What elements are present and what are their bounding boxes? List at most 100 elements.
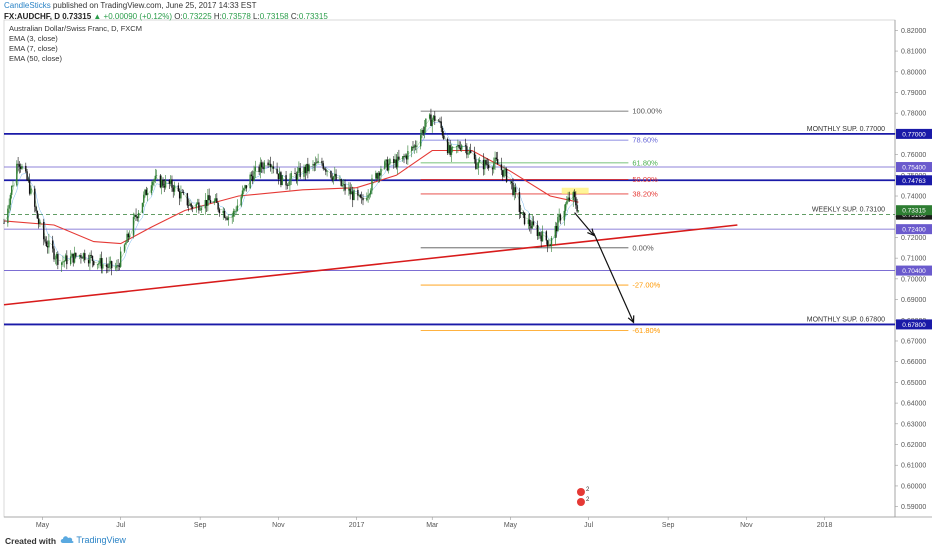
candle-body[interactable] <box>128 235 131 238</box>
candle-body[interactable] <box>323 168 326 170</box>
candle-body[interactable] <box>48 240 50 248</box>
candle-body[interactable] <box>204 199 206 209</box>
candle-body[interactable] <box>66 255 68 265</box>
candle-body[interactable] <box>450 147 453 155</box>
candle-body[interactable] <box>422 129 424 133</box>
price-axis[interactable]: 0.82000 0.81000 0.80000 0.79000 0.78000 0.770… <box>895 28 926 511</box>
candle-body[interactable] <box>467 153 469 155</box>
candle-body[interactable] <box>461 145 463 150</box>
projection-arrows[interactable] <box>574 212 635 324</box>
candle-body[interactable] <box>236 205 239 211</box>
candle-body[interactable] <box>226 218 228 220</box>
candle-body[interactable] <box>487 164 490 169</box>
candle-body[interactable] <box>109 261 112 264</box>
candle-body[interactable] <box>428 114 431 119</box>
candle-body[interactable] <box>43 221 45 240</box>
candle-body[interactable] <box>243 188 245 191</box>
highlight-zone[interactable] <box>561 187 589 194</box>
candle-body[interactable] <box>63 261 65 262</box>
author-link[interactable]: CandleSticks <box>4 1 51 10</box>
candle-body[interactable] <box>527 219 530 225</box>
candle-body[interactable] <box>78 255 81 257</box>
candle-body[interactable] <box>172 187 174 192</box>
candle-body[interactable] <box>153 180 155 182</box>
candle-body[interactable] <box>169 179 172 184</box>
candle-body[interactable] <box>412 146 414 148</box>
candle-body[interactable] <box>44 239 46 242</box>
candle-body[interactable] <box>295 174 298 180</box>
candle-body[interactable] <box>348 188 350 191</box>
candle-body[interactable] <box>443 135 445 139</box>
candle-body[interactable] <box>161 179 163 188</box>
candle-body[interactable] <box>73 252 76 263</box>
candle-body[interactable] <box>52 240 54 249</box>
candle-body[interactable] <box>289 178 291 186</box>
candle-body[interactable] <box>457 144 459 147</box>
candle-body[interactable] <box>394 159 396 164</box>
candle-body[interactable] <box>208 195 210 201</box>
candle-body[interactable] <box>325 169 327 172</box>
candle-body[interactable] <box>545 231 548 241</box>
candle-body[interactable] <box>99 258 101 264</box>
candle-body[interactable] <box>326 170 328 172</box>
candle-body[interactable] <box>576 205 578 212</box>
candle-body[interactable] <box>464 145 467 147</box>
candle-body[interactable] <box>189 203 191 206</box>
candle-body[interactable] <box>369 190 372 195</box>
candle-body[interactable] <box>64 255 67 262</box>
candle-body[interactable] <box>432 115 435 120</box>
candle-body[interactable] <box>240 196 242 206</box>
candle-body[interactable] <box>402 156 404 160</box>
candle-body[interactable] <box>494 157 496 164</box>
candle-body[interactable] <box>287 185 290 186</box>
candle-body[interactable] <box>272 166 274 169</box>
candle-body[interactable] <box>419 135 422 147</box>
candle-body[interactable] <box>123 244 126 252</box>
candle-body[interactable] <box>572 192 574 201</box>
candle-body[interactable] <box>180 192 182 199</box>
candle-body[interactable] <box>340 179 342 186</box>
candle-body[interactable] <box>350 191 353 195</box>
candle-body[interactable] <box>267 162 269 166</box>
candle-body[interactable] <box>573 192 576 198</box>
candle-body[interactable] <box>296 171 299 180</box>
candle-body[interactable] <box>514 187 517 193</box>
candle-body[interactable] <box>407 150 409 160</box>
candle-body[interactable] <box>71 253 73 257</box>
candle-body[interactable] <box>449 145 451 155</box>
candle-body[interactable] <box>278 172 281 180</box>
candle-body[interactable] <box>530 226 532 229</box>
candle-body[interactable] <box>537 232 540 236</box>
candle-body[interactable] <box>575 197 577 206</box>
candle-body[interactable] <box>523 212 526 225</box>
candle-body[interactable] <box>280 172 282 186</box>
candle-body[interactable] <box>8 204 10 209</box>
candle-body[interactable] <box>39 221 41 224</box>
candle-body[interactable] <box>568 197 571 201</box>
candle-body[interactable] <box>119 251 122 267</box>
candle-body[interactable] <box>25 165 27 172</box>
candle-body[interactable] <box>413 145 415 148</box>
candle-body[interactable] <box>321 160 323 164</box>
candle-body[interactable] <box>244 185 246 189</box>
candle-body[interactable] <box>367 195 369 198</box>
candle-body[interactable] <box>146 193 149 196</box>
candle-body[interactable] <box>536 224 539 236</box>
candle-body[interactable] <box>223 210 226 218</box>
candle-body[interactable] <box>380 168 382 176</box>
candle-body[interactable] <box>30 188 32 194</box>
candle-body[interactable] <box>154 175 156 181</box>
candle-body[interactable] <box>308 165 310 172</box>
candle-body[interactable] <box>91 255 94 261</box>
candle-body[interactable] <box>277 173 280 180</box>
candle-body[interactable] <box>125 242 127 245</box>
candle-body[interactable] <box>298 167 300 172</box>
candle-body[interactable] <box>484 160 486 170</box>
projection-arrow[interactable] <box>574 212 595 236</box>
candle-body[interactable] <box>75 252 77 257</box>
candle-body[interactable] <box>511 181 513 183</box>
candle-body[interactable] <box>235 210 237 212</box>
candle-body[interactable] <box>227 217 230 220</box>
candle-body[interactable] <box>405 155 408 160</box>
candle-body[interactable] <box>439 121 441 122</box>
